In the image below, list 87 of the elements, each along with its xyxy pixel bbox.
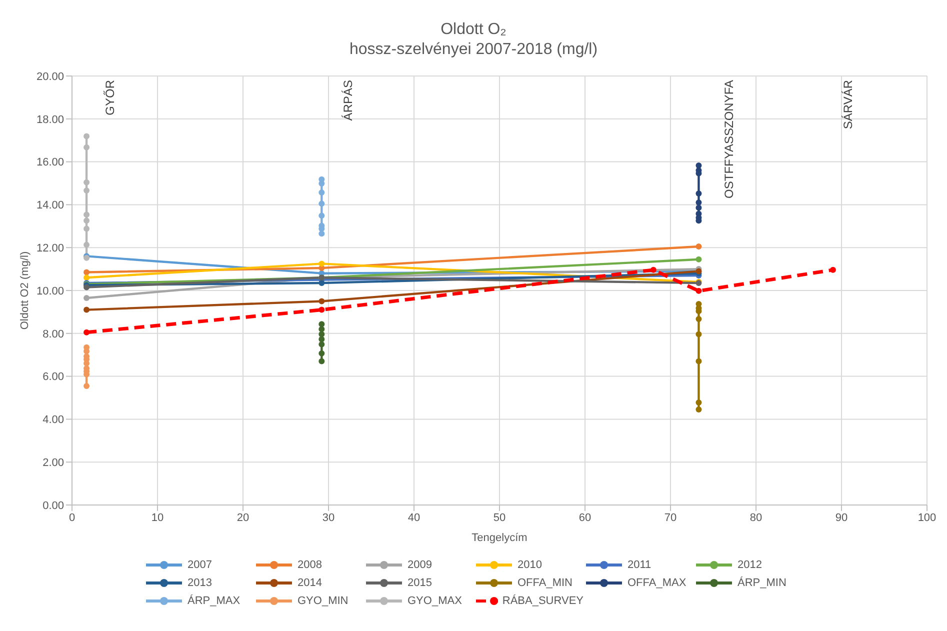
point bbox=[696, 399, 702, 406]
point bbox=[830, 266, 836, 273]
point bbox=[696, 200, 702, 206]
y-tick-label: 4.00 bbox=[42, 414, 64, 426]
x-tick-label: 60 bbox=[578, 512, 592, 524]
point bbox=[318, 326, 325, 332]
annotation: SÁRVÁR bbox=[841, 80, 856, 130]
point bbox=[84, 242, 90, 248]
legend-label: ÁRP_MAX bbox=[188, 595, 240, 607]
y-tick-label: 0.00 bbox=[42, 500, 64, 512]
point bbox=[318, 280, 325, 286]
point bbox=[318, 336, 325, 342]
x-tick-label: 0 bbox=[68, 512, 76, 524]
point bbox=[318, 212, 325, 219]
legend-label: 2012 bbox=[738, 559, 762, 571]
point bbox=[696, 256, 702, 262]
legend-label: GYO_MAX bbox=[408, 595, 462, 607]
y-tick-label: 20.00 bbox=[36, 70, 64, 83]
point bbox=[318, 260, 325, 267]
point bbox=[696, 331, 702, 338]
annotation: GYŐR bbox=[103, 80, 118, 116]
point bbox=[318, 321, 325, 328]
y-tick-label: 2.00 bbox=[42, 457, 64, 470]
y-tick-label: 8.00 bbox=[42, 328, 64, 340]
y-tick-label: 16.00 bbox=[36, 156, 64, 169]
point bbox=[84, 133, 90, 140]
x-tick-label: 80 bbox=[750, 512, 762, 524]
point bbox=[318, 230, 325, 237]
point bbox=[696, 316, 702, 322]
point bbox=[84, 274, 90, 281]
point bbox=[84, 329, 90, 336]
legend-label: 2011 bbox=[628, 559, 652, 571]
point bbox=[696, 288, 702, 294]
y-tick-label: 10.00 bbox=[36, 285, 64, 298]
point bbox=[318, 341, 325, 348]
y-tick-label: 12.00 bbox=[36, 242, 64, 255]
point bbox=[84, 382, 90, 389]
point bbox=[696, 204, 702, 211]
x-tick-label: 30 bbox=[322, 512, 335, 524]
chart-subtitle: hossz-szelvényei 2007-2018 (mg/l) bbox=[348, 40, 599, 60]
legend-label: ÁRP_MIN bbox=[738, 577, 786, 589]
legend-label: 2013 bbox=[188, 577, 212, 589]
point bbox=[84, 226, 90, 232]
y-tick-label: 6.00 bbox=[42, 371, 64, 384]
x-axis-title: Tengelycím bbox=[472, 532, 528, 544]
legend-label: OFFA_MIN bbox=[518, 577, 573, 589]
legend-label: 2014 bbox=[298, 577, 322, 589]
point bbox=[84, 269, 90, 276]
point bbox=[650, 266, 656, 273]
legend-label: 2007 bbox=[188, 559, 212, 571]
annotation: OSTFFYASSZONYFA bbox=[722, 80, 736, 198]
x-tick-label: 50 bbox=[493, 512, 506, 524]
x-tick-label: 20 bbox=[236, 512, 250, 524]
point bbox=[84, 218, 90, 224]
y-tick-label: 18.00 bbox=[36, 114, 64, 126]
point bbox=[84, 188, 90, 194]
chart-title: Oldott O₂ bbox=[440, 20, 508, 40]
legend-label: GYO_MIN bbox=[298, 595, 348, 607]
point bbox=[318, 350, 325, 356]
y-axis-title: Oldott O2 (mg/l) bbox=[18, 251, 31, 330]
legend-label: RÁBA_SURVEY bbox=[502, 595, 584, 607]
x-tick-label: 40 bbox=[408, 512, 420, 524]
x-tick-label: 70 bbox=[664, 512, 677, 524]
x-tick-label: 90 bbox=[835, 512, 848, 524]
point bbox=[84, 144, 90, 150]
legend-label: 2010 bbox=[518, 559, 542, 571]
point bbox=[318, 200, 325, 207]
y-tick-label: 14.00 bbox=[36, 200, 64, 212]
point bbox=[696, 190, 702, 197]
point bbox=[318, 306, 325, 313]
point bbox=[318, 189, 325, 196]
point bbox=[84, 212, 90, 218]
point bbox=[84, 306, 90, 313]
point bbox=[84, 295, 90, 302]
point bbox=[696, 244, 702, 250]
x-tick-label: 10 bbox=[151, 512, 164, 524]
legend-label: 2015 bbox=[408, 577, 432, 589]
annotation: ÁRPÁS bbox=[341, 80, 356, 121]
x-tick-label: 100 bbox=[918, 512, 936, 524]
point bbox=[84, 179, 90, 186]
legend-label: 2008 bbox=[298, 559, 322, 571]
point bbox=[696, 358, 702, 364]
point bbox=[318, 298, 325, 304]
legend-label: OFFA_MAX bbox=[628, 577, 686, 589]
point bbox=[696, 406, 702, 413]
point bbox=[318, 358, 325, 364]
legend-label: 2009 bbox=[408, 559, 432, 571]
